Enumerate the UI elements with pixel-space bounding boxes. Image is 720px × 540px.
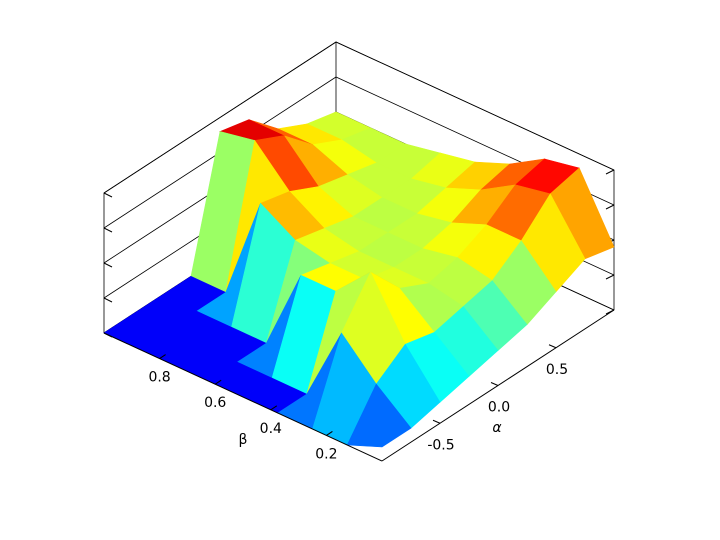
y-tick bbox=[326, 430, 333, 436]
z-tick bbox=[605, 274, 615, 280]
y-tick-label: 0.2 bbox=[315, 446, 337, 462]
surface-cell bbox=[346, 383, 412, 448]
x-tick-label: 0.5 bbox=[546, 362, 568, 378]
x-tick bbox=[490, 382, 499, 386]
y-axis bbox=[103, 332, 383, 462]
z-tick bbox=[605, 169, 615, 175]
z-tick bbox=[103, 297, 113, 303]
y-tick-label: 0.4 bbox=[260, 421, 282, 437]
y-tick bbox=[214, 379, 222, 385]
x-tick bbox=[548, 344, 557, 349]
x-tick-label: 0.0 bbox=[488, 400, 510, 416]
y-axis-label: β bbox=[239, 432, 248, 448]
x-tick bbox=[432, 419, 441, 424]
z-tick bbox=[103, 262, 113, 268]
y-tick-label: 0.8 bbox=[148, 370, 170, 386]
y-tick bbox=[270, 405, 278, 411]
z-tick bbox=[103, 192, 113, 198]
z-tick bbox=[103, 227, 113, 233]
y-tick-label: 0.6 bbox=[204, 395, 226, 411]
z-tick bbox=[605, 204, 615, 210]
y-tick bbox=[159, 354, 166, 360]
x-axis-label: α bbox=[492, 420, 502, 436]
grid-line bbox=[103, 41, 615, 194]
x-tick-label: -0.5 bbox=[427, 437, 454, 453]
